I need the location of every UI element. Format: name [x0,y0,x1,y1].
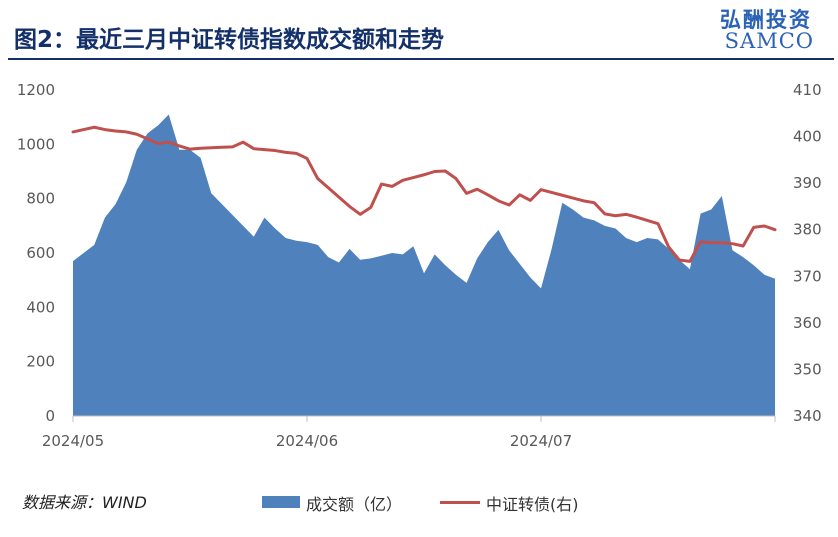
left-tick-label: 0 [45,407,55,425]
right-tick-label: 400 [793,128,822,146]
line-series-layer [71,125,777,263]
right-tick-label: 350 [793,360,822,378]
x-tick-label: 2024/05 [42,432,104,450]
legend-swatch-line [440,501,480,504]
chart-title: 图2：最近三月中证转债指数成交额和走势 [14,27,445,53]
right-tick-label: 410 [793,81,822,99]
area-series-layer [73,114,775,416]
x-tick-label: 2024/07 [510,432,572,450]
left-tick-label: 600 [26,244,55,262]
left-tick-label: 1000 [17,135,55,153]
right-tick-label: 390 [793,174,822,192]
x-axis-ticks: 2024/05 2024/06 2024/07 [42,416,776,450]
header-rule [8,58,834,60]
left-tick-label: 200 [26,353,55,371]
data-source-note: 数据来源：WIND [22,493,147,512]
right-axis-ticks: 340 350 360 370 380 390 400 410 [793,81,822,425]
logo-english: SAMCO [724,29,814,53]
index-line [71,125,777,263]
logo-chinese: 弘酬投资 [720,8,812,32]
header: 图2：最近三月中证转债指数成交额和走势 弘酬投资 SAMCO [0,0,838,60]
left-tick-label: 400 [26,298,55,316]
left-tick-label: 800 [26,190,55,208]
legend-label-index: 中证转债(右) [486,495,579,514]
left-tick-label: 1200 [17,81,55,99]
right-tick-label: 340 [793,407,822,425]
legend-label-volume: 成交额（亿） [306,495,403,514]
volume-area [73,114,775,416]
legend-swatch-area [262,496,300,508]
right-tick-label: 360 [793,314,822,332]
right-tick-label: 370 [793,267,822,285]
x-tick-label: 2024/06 [276,432,338,450]
right-tick-label: 380 [793,221,822,239]
left-axis-ticks: 0 200 400 600 800 1000 1200 [17,81,55,425]
